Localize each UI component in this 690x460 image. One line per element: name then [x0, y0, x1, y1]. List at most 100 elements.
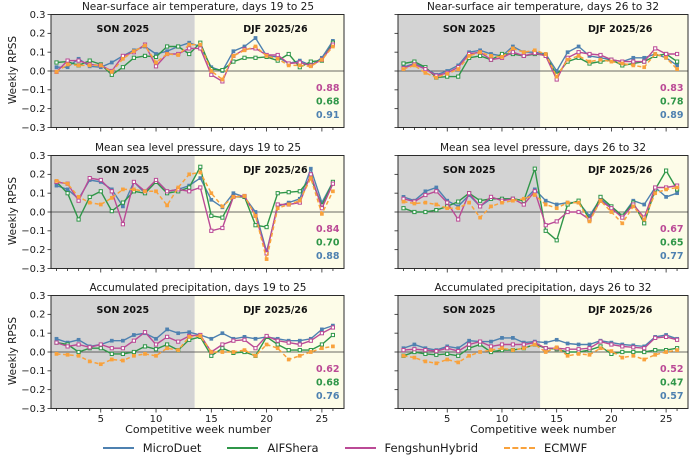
marker-MicroDuet-week-12 [176, 331, 181, 336]
marker-FengshunHybrid-week-11 [165, 189, 170, 194]
marker-MicroDuet-week-18 [587, 342, 592, 347]
marker-ECMWF-week-11 [511, 46, 515, 51]
marker-ECMWF-week-6 [109, 70, 114, 74]
legend-label-fengshunhybrid: FengshunHybrid [384, 441, 479, 455]
marker-ECMWF-week-22 [286, 357, 291, 362]
marker-MicroDuet-week-15 [554, 202, 559, 207]
x-tick-label-10: 10 [496, 414, 509, 425]
marker-ECMWF-week-25 [320, 212, 324, 216]
marker-FengshunHybrid-week-2 [65, 58, 70, 63]
marker-MicroDuet-week-23 [642, 202, 647, 207]
score-FengshunHybrid: 0.84 [316, 224, 340, 235]
marker-FengshunHybrid-week-21 [620, 344, 625, 349]
marker-AIFShera-week-4 [87, 194, 92, 199]
marker-ECMWF-week-23 [642, 65, 647, 70]
marker-AIFShera-week-26 [330, 332, 335, 338]
marker-ECMWF-week-26 [331, 189, 335, 194]
marker-FengshunHybrid-week-5 [98, 177, 103, 183]
marker-ECMWF-week-12 [521, 50, 526, 55]
legend-item-fengshunhybrid: FengshunHybrid [344, 441, 479, 455]
score-MicroDuet: 0.76 [316, 391, 340, 402]
marker-MicroDuet-week-15 [209, 197, 214, 202]
marker-AIFShera-week-16 [220, 215, 225, 220]
marker-AIFShera-week-25 [664, 168, 669, 173]
marker-MicroDuet-week-23 [297, 338, 302, 343]
marker-AIFShera-week-21 [275, 191, 280, 196]
chart-title-mslp-days-19-25: Mean sea level pressure, days 19 to 25 [94, 142, 302, 154]
marker-AIFShera-week-8 [478, 53, 483, 58]
marker-AIFShera-week-21 [275, 342, 280, 347]
marker-ECMWF-week-26 [675, 67, 679, 71]
marker-MicroDuet-week-13 [187, 330, 192, 335]
chart-mslp-days-19-25: SON 2025 DJF 2025/26 0.3 0.2 0.1 0.0 −0.1 −0.2 −… [21, 151, 345, 275]
marker-ECMWF-week-22 [631, 204, 636, 209]
marker-ECMWF-week-19 [598, 198, 603, 203]
marker-FengshunHybrid-week-18 [587, 51, 592, 57]
marker-MicroDuet-week-11 [165, 327, 169, 332]
marker-FengshunHybrid-week-10 [153, 177, 159, 183]
marker-AIFShera-week-7 [120, 65, 126, 70]
marker-MicroDuet-week-3 [423, 189, 428, 194]
y-tick-label--0.3: −0.3 [21, 404, 45, 415]
marker-FengshunHybrid-week-12 [521, 202, 526, 207]
marker-MicroDuet-week-16 [565, 341, 570, 346]
marker-ECMWF-week-11 [511, 348, 515, 352]
score-MicroDuet: 0.91 [316, 110, 339, 121]
marker-ECMWF-week-14 [198, 170, 203, 175]
marker-AIFShera-week-19 [253, 223, 258, 228]
marker-ECMWF-week-15 [554, 206, 559, 211]
x-tick-label-25: 25 [660, 414, 673, 425]
marker-FengshunHybrid-week-4 [87, 345, 92, 350]
marker-ECMWF-week-23 [297, 63, 302, 68]
region-label-1: DJF 2025/26 [588, 24, 653, 35]
marker-AIFShera-week-23 [642, 221, 647, 226]
marker-MicroDuet-week-9 [489, 339, 493, 344]
marker-AIFShera-week-10 [153, 347, 159, 352]
marker-ECMWF-week-19 [253, 353, 258, 358]
marker-ECMWF-week-13 [187, 172, 192, 177]
marker-FengshunHybrid-week-16 [220, 342, 225, 347]
marker-FengshunHybrid-week-5 [98, 342, 103, 347]
marker-FengshunHybrid-week-17 [576, 209, 581, 215]
marker-ECMWF-week-26 [675, 348, 679, 352]
marker-AIFShera-week-15 [554, 238, 559, 243]
marker-MicroDuet-week-7 [467, 338, 471, 343]
marker-AIFShera-week-2 [412, 209, 417, 215]
y-tick-label-0.1: 0.1 [30, 188, 46, 199]
marker-FengshunHybrid-week-22 [631, 59, 636, 64]
marker-FengshunHybrid-week-25 [664, 334, 669, 339]
marker-ECMWF-week-13 [532, 193, 537, 197]
marker-AIFShera-week-20 [264, 225, 269, 230]
marker-ECMWF-week-3 [76, 353, 81, 358]
marker-FengshunHybrid-week-21 [275, 202, 280, 207]
marker-MicroDuet-week-25 [664, 195, 668, 199]
marker-FengshunHybrid-week-26 [675, 51, 680, 57]
x-tick-label-20: 20 [605, 414, 618, 425]
marker-FengshunHybrid-week-24 [653, 46, 658, 51]
marker-ECMWF-week-1 [54, 179, 59, 183]
marker-FengshunHybrid-week-13 [187, 46, 192, 51]
marker-ECMWF-week-12 [176, 53, 181, 57]
marker-ECMWF-week-2 [65, 181, 70, 186]
marker-AIFShera-week-11 [165, 44, 170, 49]
y-tick-label--0.1: −0.1 [21, 226, 45, 237]
marker-ECMWF-week-15 [209, 191, 214, 196]
marker-MicroDuet-week-1 [54, 65, 59, 70]
marker-ECMWF-week-11 [511, 198, 515, 203]
score-AIFShera: 0.65 [660, 238, 683, 249]
score-MicroDuet: 0.77 [660, 251, 683, 262]
marker-ECMWF-week-26 [331, 344, 335, 349]
marker-AIFShera-week-1 [401, 206, 406, 211]
marker-ECMWF-week-22 [286, 202, 291, 207]
marker-ECMWF-week-9 [489, 348, 493, 352]
marker-MicroDuet-week-17 [576, 44, 581, 49]
marker-AIFShera-week-3 [76, 217, 81, 222]
marker-ECMWF-week-5 [445, 357, 450, 362]
marker-FengshunHybrid-week-9 [488, 194, 494, 199]
region-label-1: DJF 2025/26 [243, 165, 308, 176]
marker-ECMWF-week-6 [456, 206, 461, 211]
marker-ECMWF-week-3 [76, 63, 81, 68]
region-label-1: DJF 2025/26 [243, 24, 308, 35]
marker-ECMWF-week-16 [220, 350, 225, 354]
marker-MicroDuet-week-22 [631, 55, 636, 60]
